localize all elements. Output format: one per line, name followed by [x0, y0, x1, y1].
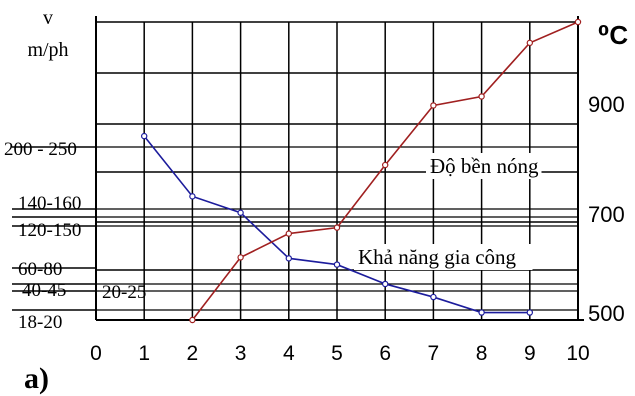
- machinability-point: [333, 261, 341, 268]
- left-tick-label: 120-150: [18, 220, 81, 241]
- right-tick-label: 900: [588, 92, 625, 117]
- series-label-heat-resistance: Độ bền nóng: [430, 154, 539, 178]
- heat-resistance-point: [189, 316, 196, 324]
- heat-resistance-point: [478, 93, 485, 100]
- machinability-point: [140, 132, 148, 140]
- panel-label: a): [24, 362, 49, 395]
- machinability-point: [237, 209, 244, 216]
- heat-resistance-point: [333, 224, 341, 231]
- heat-resistance-point: [237, 254, 244, 261]
- series-label-heat-resistance-bg: [426, 153, 542, 179]
- left-tick-label: 200 - 250: [4, 139, 77, 160]
- heat-resistance-point: [574, 18, 582, 26]
- machinability-point: [285, 255, 292, 262]
- series-label-machinability: Khả năng gia công: [358, 245, 517, 269]
- series-label-machinability-bg: [354, 244, 533, 270]
- left-axis-title-v: v: [43, 7, 53, 29]
- right-tick-label: 500: [588, 301, 625, 326]
- x-tick-label: 6: [379, 342, 391, 365]
- right-tick-label: 700: [588, 202, 625, 227]
- x-tick-label: 5: [331, 342, 343, 365]
- x-tick-label: 4: [283, 342, 295, 365]
- left-tick-label: 60-80: [18, 259, 62, 280]
- machinability-point: [189, 193, 196, 200]
- speed-extra-label: 20-25: [102, 282, 146, 303]
- x-tick-label: 7: [428, 342, 440, 365]
- axes: [12, 16, 584, 321]
- left-tick-label: 18-20: [18, 312, 62, 333]
- left-tick-label: 140-160: [18, 193, 81, 214]
- x-tick-label: 3: [235, 342, 247, 365]
- x-tick-label: 9: [524, 342, 536, 365]
- machinability-point: [430, 293, 437, 301]
- series-layer: [140, 18, 582, 324]
- x-tick-label: 2: [187, 342, 199, 365]
- x-tick-label: 10: [566, 342, 589, 365]
- x-tick-label: 0: [90, 342, 102, 365]
- left-tick-label: 40-45: [22, 280, 66, 301]
- heat-resistance-point: [382, 161, 389, 169]
- machinability-point: [526, 309, 534, 316]
- x-tick-label: 1: [138, 342, 150, 365]
- right-axis-title: ⁰C: [598, 20, 628, 50]
- x-tick-label: 8: [476, 342, 488, 365]
- heat-resistance-point: [430, 102, 437, 109]
- left-axis-title-unit: m/ph: [27, 39, 68, 61]
- machinability-point: [382, 280, 389, 288]
- heat-resistance-point: [285, 230, 292, 237]
- machinability-point: [478, 309, 485, 316]
- heat-resistance-point: [526, 39, 534, 47]
